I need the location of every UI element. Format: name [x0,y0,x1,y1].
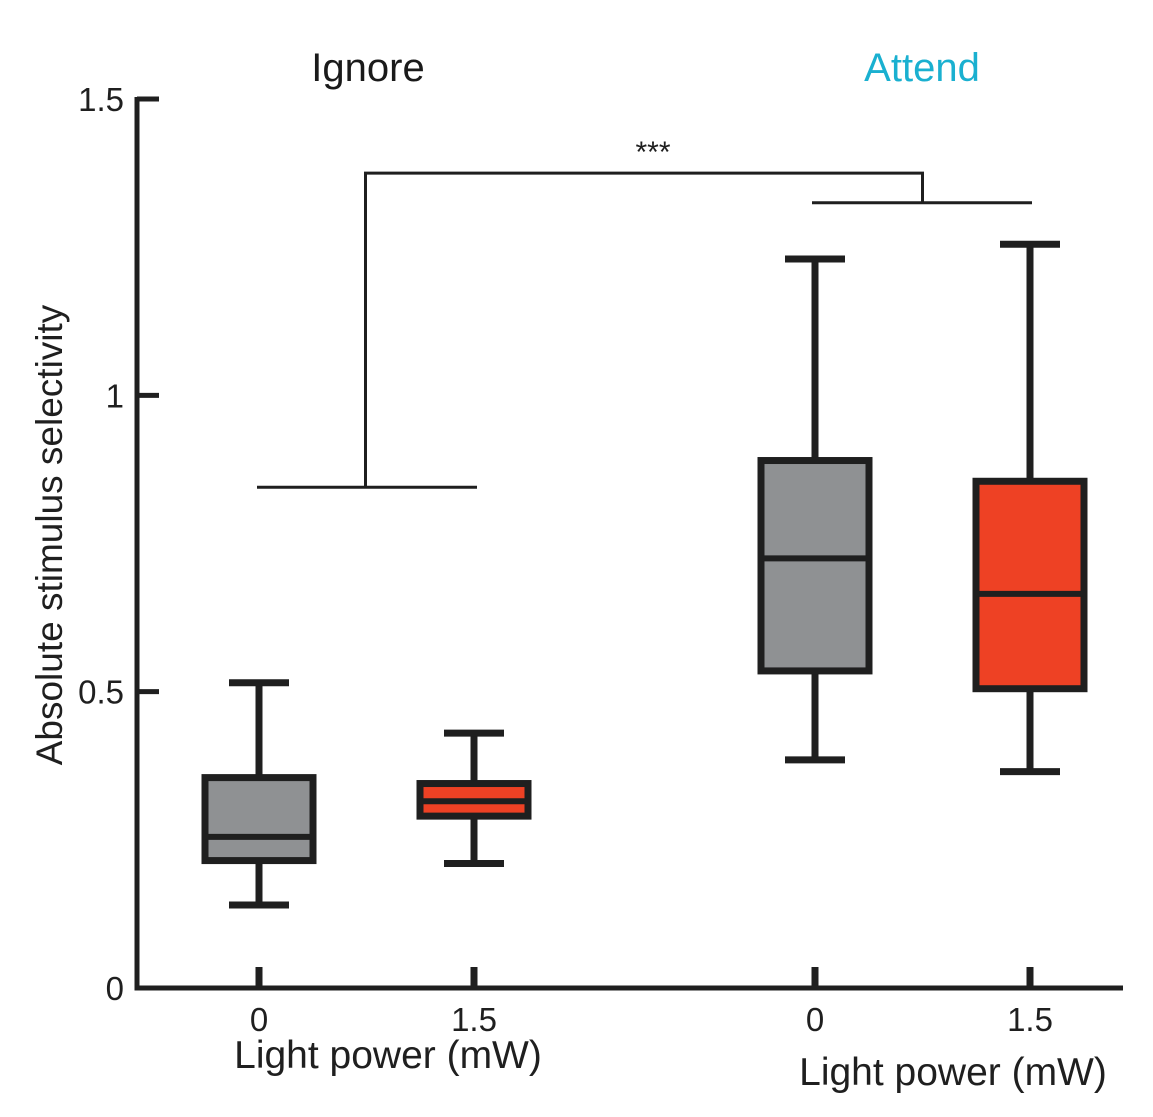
y-tick-label: 1 [106,377,124,414]
x-tick-label: 0 [250,1001,268,1038]
axes: 0 0.5 1 1.5 0 1.5 0 1.5 [78,81,1123,1038]
x-tick-label: 1.5 [1007,1001,1053,1038]
bracket-connector [364,171,924,488]
x-tick-label: 1.5 [451,1001,497,1038]
group-label-ignore: Ignore [311,46,424,90]
significance-brackets: *** [257,136,1032,489]
x-tick-label: 0 [806,1001,824,1038]
y-tick-label: 0 [106,970,124,1007]
y-axis-label: Absolute stimulus selectivity [29,304,70,765]
box-series [201,240,1088,909]
x-axis-label: Light power (mW) [234,1034,542,1077]
y-tick-label: 0.5 [78,674,124,711]
y-tick-label: 1.5 [78,81,124,118]
box-iqr [201,774,317,865]
group-label-attend: Attend [864,46,980,90]
significance-label: *** [635,136,670,169]
box-iqr [757,457,873,675]
x-axis-label: Light power (mW) [799,1051,1107,1094]
box-iqr [972,477,1088,693]
chart-labels: Absolute stimulus selectivity Ignore Light… [29,46,1107,1094]
